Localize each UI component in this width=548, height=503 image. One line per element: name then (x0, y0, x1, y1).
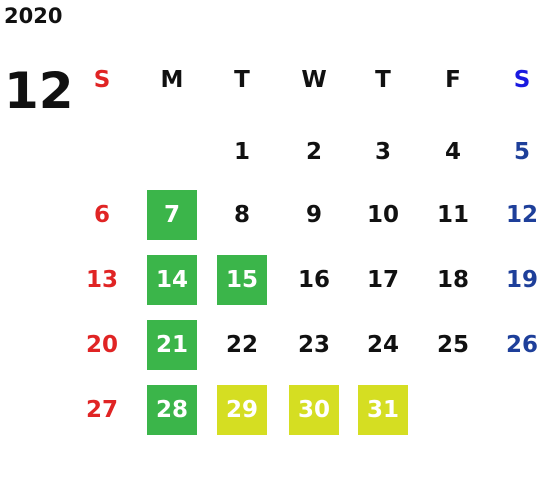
day-cell: 13 (85, 267, 118, 293)
weekday-header: S (93, 67, 111, 93)
day-cell: 12 (505, 202, 538, 228)
weekday-header: T (234, 67, 250, 93)
day-cell: 19 (505, 267, 538, 293)
day-cell: 9 (305, 202, 322, 228)
day-cell: 27 (85, 397, 118, 423)
highlighted-day: 14 (147, 255, 197, 305)
day-cell: 10 (366, 202, 399, 228)
day-cell: 5 (513, 139, 530, 165)
highlighted-day: 28 (147, 385, 197, 435)
weekday-header: M (160, 67, 184, 93)
day-cell: 16 (297, 267, 330, 293)
day-cell: 26 (505, 332, 538, 358)
highlighted-day: 21 (147, 320, 197, 370)
day-cell: 20 (85, 332, 118, 358)
highlighted-day: 31 (358, 385, 408, 435)
day-cell: 18 (436, 267, 469, 293)
month: 12 (4, 62, 74, 120)
year: 2020 (4, 4, 63, 28)
day-cell: 6 (93, 202, 110, 228)
day-cell: 11 (436, 202, 469, 228)
weekday-header: W (301, 67, 327, 93)
day-cell: 2 (305, 139, 322, 165)
highlighted-day: 15 (217, 255, 267, 305)
day-cell: 24 (366, 332, 399, 358)
weekday-header: F (445, 67, 461, 93)
weekday-header: T (375, 67, 391, 93)
day-cell: 4 (444, 139, 461, 165)
highlighted-day: 7 (147, 190, 197, 240)
day-cell: 1 (233, 139, 250, 165)
day-cell: 25 (436, 332, 469, 358)
day-cell: 17 (366, 267, 399, 293)
day-cell: 3 (374, 139, 391, 165)
highlighted-day: 30 (289, 385, 339, 435)
day-cell: 8 (233, 202, 250, 228)
highlighted-day: 29 (217, 385, 267, 435)
day-cell: 22 (225, 332, 258, 358)
weekday-header: S (513, 67, 531, 93)
day-cell: 23 (297, 332, 330, 358)
